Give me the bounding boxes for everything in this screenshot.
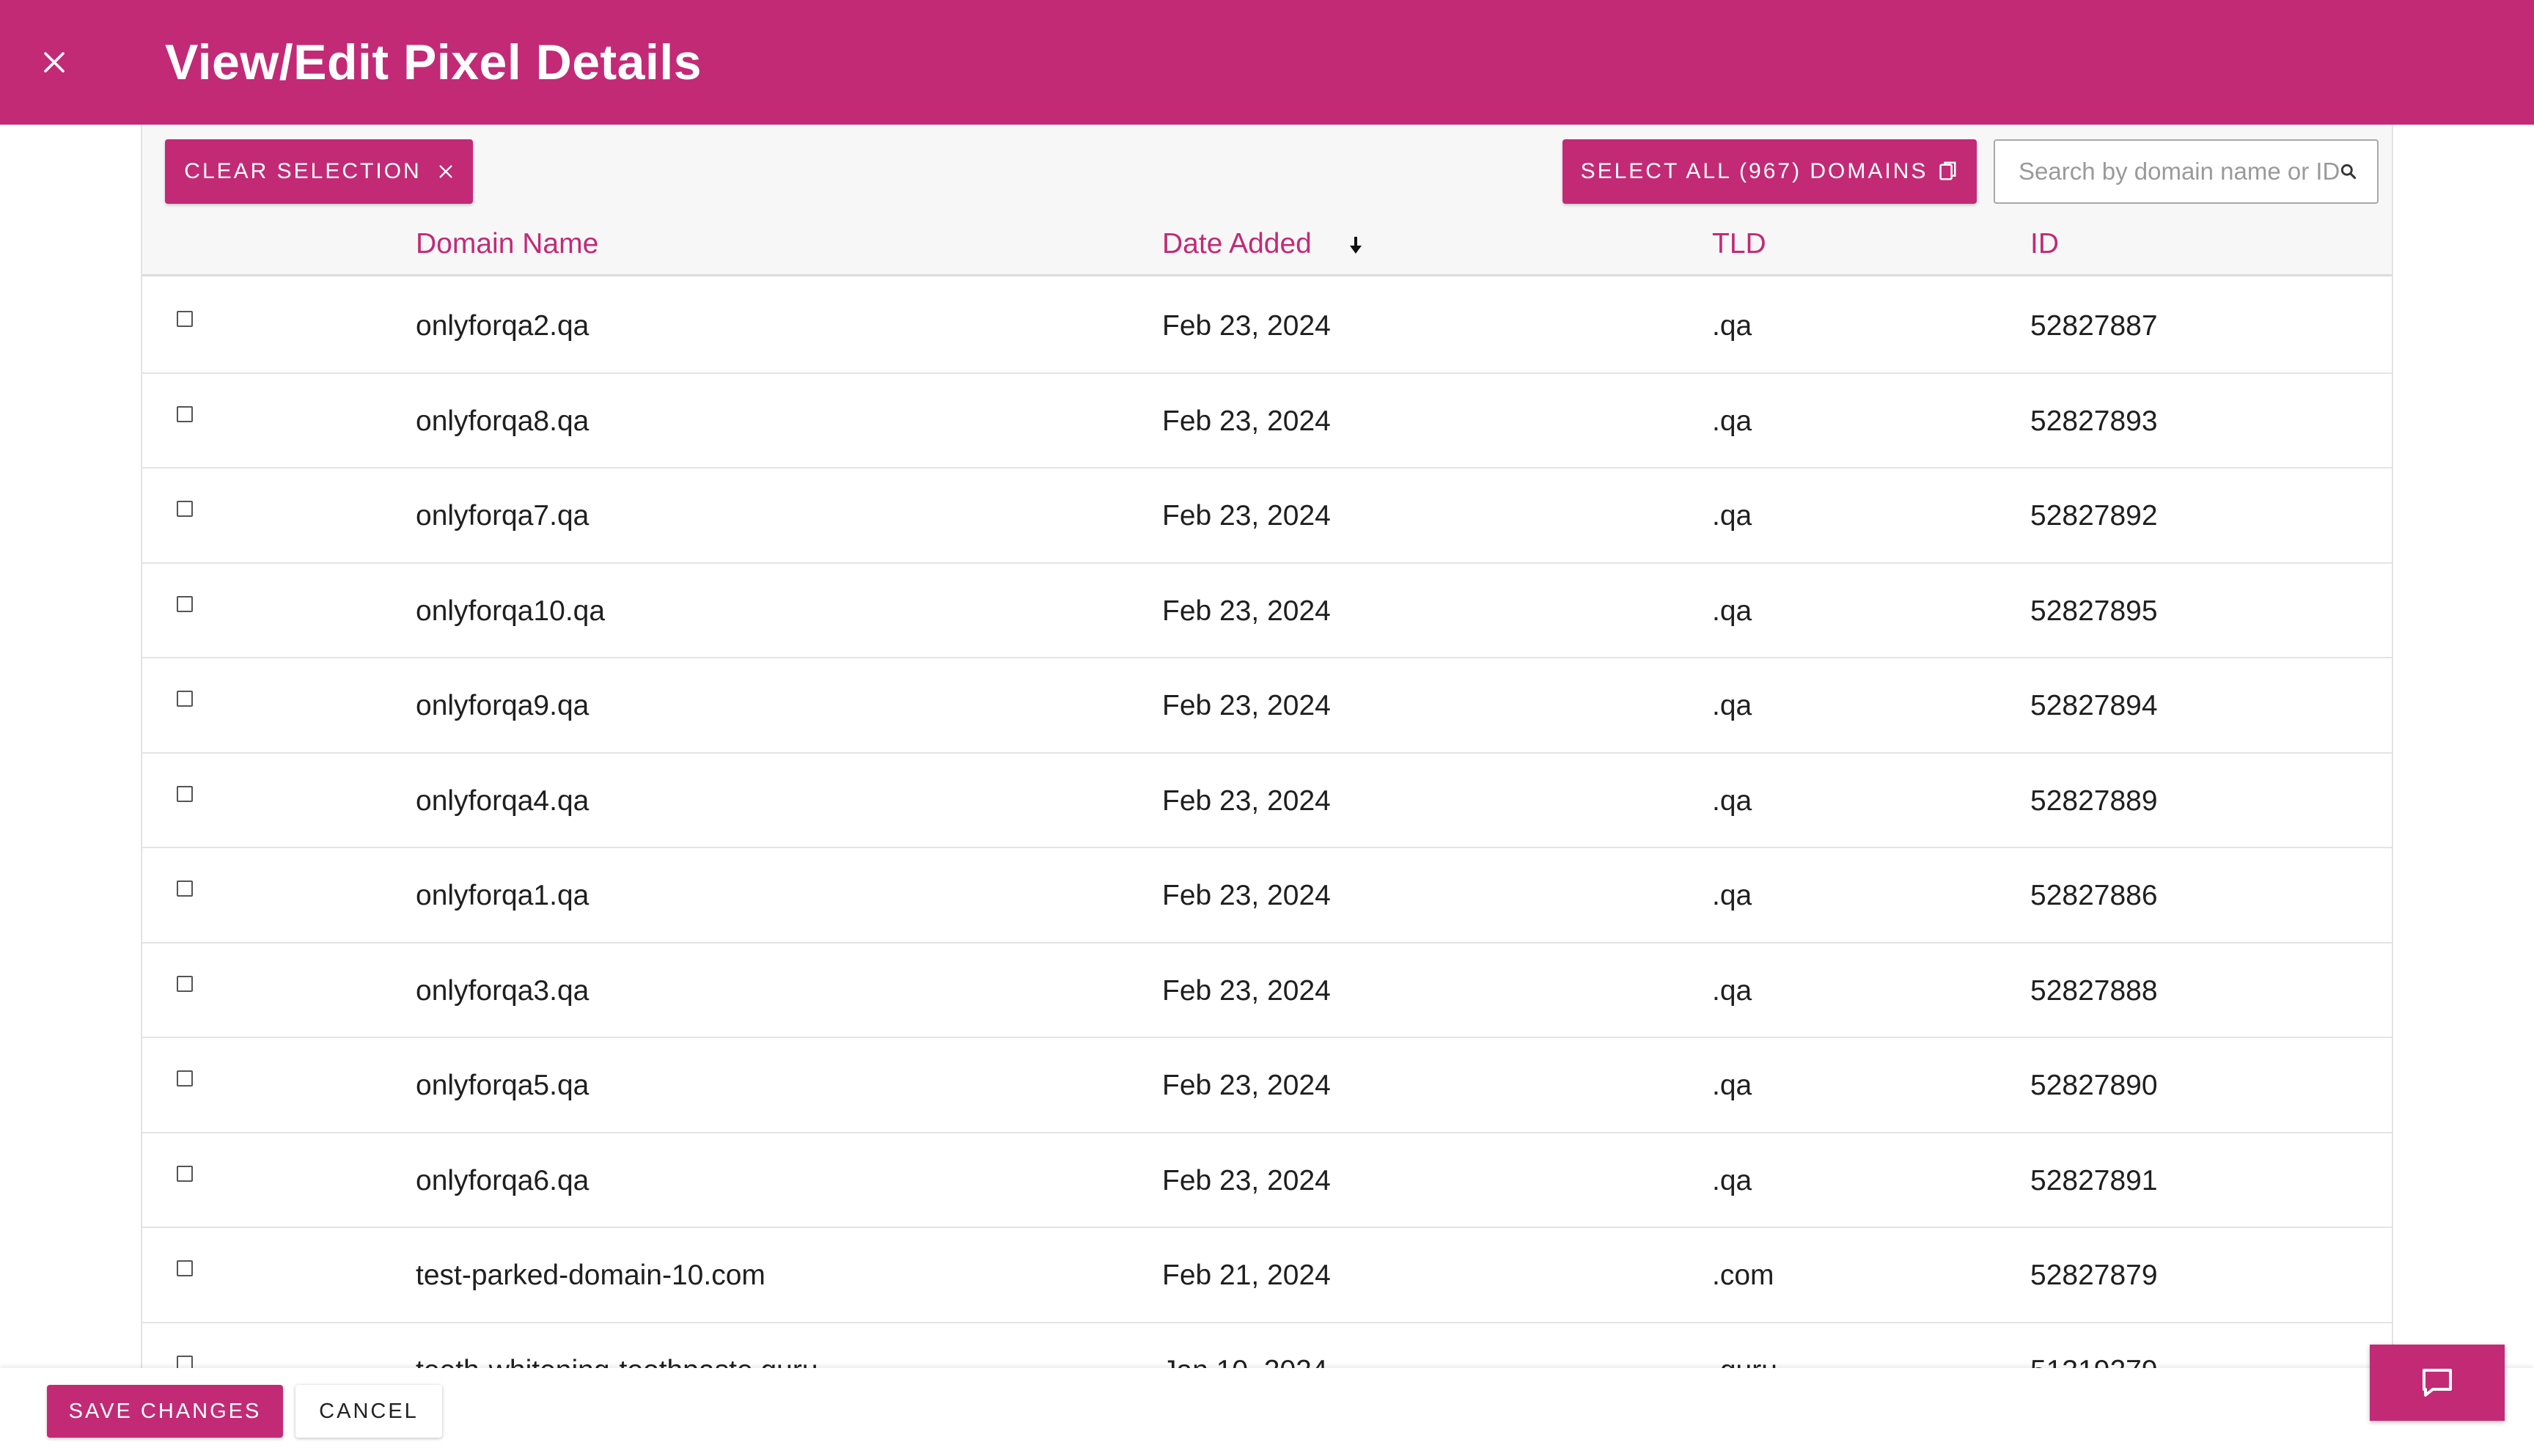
id-cell: 52827890	[2030, 1070, 2158, 1101]
domain-name-cell: teeth-whitening-toothpaste.guru	[416, 1351, 818, 1369]
save-changes-button[interactable]: SAVE CHANGES	[47, 1385, 283, 1438]
date-added-cell: Feb 23, 2024	[1162, 784, 1331, 817]
id-cell: 52827895	[2030, 595, 2158, 627]
id-cell: 51319279	[2030, 1351, 2158, 1369]
column-header-tld[interactable]: TLD	[1712, 228, 1766, 260]
tld-cell: .qa	[1712, 784, 1752, 817]
domain-name-cell: onlyforqa5.qa	[416, 1070, 590, 1101]
sort-descending-icon[interactable]	[1348, 235, 1364, 256]
chat-icon	[2423, 1369, 2452, 1397]
tld-cell: .qa	[1712, 310, 1752, 342]
tld-cell: .guru	[1712, 1351, 1777, 1369]
row-checkbox[interactable]	[177, 1260, 193, 1276]
id-cell: 52827888	[2030, 974, 2158, 1007]
table-row[interactable]: onlyforqa5.qa Feb 23, 2024 .qa 52827890	[142, 1038, 2392, 1133]
row-checkbox[interactable]	[177, 691, 193, 707]
column-header-domain-name[interactable]: Domain Name	[416, 228, 599, 260]
date-added-cell: Feb 23, 2024	[1162, 690, 1331, 721]
table-row[interactable]: teeth-whitening-toothpaste.guru Jan 10, …	[142, 1323, 2392, 1369]
id-cell: 52827889	[2030, 784, 2158, 817]
tld-cell: .qa	[1712, 974, 1752, 1007]
domain-name-cell: onlyforqa7.qa	[416, 500, 590, 532]
row-checkbox[interactable]	[177, 501, 193, 517]
row-checkbox[interactable]	[177, 1165, 193, 1182]
id-cell: 52827893	[2030, 405, 2158, 437]
search-icon[interactable]	[2339, 162, 2358, 181]
table-row[interactable]: onlyforqa1.qa Feb 23, 2024 .qa 52827886	[142, 848, 2392, 944]
domain-name-cell: test-parked-domain-10.com	[416, 1260, 765, 1291]
tld-cell: .com	[1712, 1260, 1774, 1291]
table-row[interactable]: onlyforqa3.qa Feb 23, 2024 .qa 52827888	[142, 943, 2392, 1038]
date-added-cell: Feb 23, 2024	[1162, 1070, 1331, 1101]
row-checkbox[interactable]	[177, 311, 193, 327]
date-added-cell: Feb 23, 2024	[1162, 310, 1331, 342]
id-cell: 52827892	[2030, 500, 2158, 532]
id-cell: 52827894	[2030, 690, 2158, 721]
select-all-domains-button[interactable]: SELECT ALL (967) DOMAINS	[1562, 139, 1977, 204]
table-row[interactable]: onlyforqa2.qa Feb 23, 2024 .qa 52827887	[142, 279, 2392, 374]
search-input[interactable]	[2019, 158, 2339, 185]
id-cell: 52827887	[2030, 310, 2158, 342]
date-added-cell: Feb 23, 2024	[1162, 974, 1331, 1007]
tld-cell: .qa	[1712, 1164, 1752, 1196]
row-checkbox[interactable]	[177, 975, 193, 992]
dialog-footer: SAVE CHANGES CANCEL	[0, 1368, 2534, 1456]
close-button[interactable]	[32, 40, 76, 84]
column-header-date-added-label: Date Added	[1162, 228, 1312, 260]
tld-cell: .qa	[1712, 1070, 1752, 1101]
row-checkbox[interactable]	[177, 405, 193, 422]
page-title: View/Edit Pixel Details	[165, 34, 702, 90]
domains-panel: CLEAR SELECTION SELECT ALL (967) DOMAINS…	[141, 125, 2393, 1368]
cancel-button[interactable]: CANCEL	[295, 1385, 442, 1438]
domain-name-cell: onlyforqa8.qa	[416, 405, 590, 437]
date-added-cell: Feb 23, 2024	[1162, 595, 1331, 627]
select-all-label: SELECT ALL (967) DOMAINS	[1580, 159, 1928, 183]
domain-name-cell: onlyforqa1.qa	[416, 880, 590, 911]
row-checkbox[interactable]	[177, 1355, 193, 1368]
domain-name-cell: onlyforqa4.qa	[416, 784, 590, 817]
date-added-cell: Feb 21, 2024	[1162, 1260, 1331, 1291]
date-added-cell: Jan 10, 2024	[1162, 1351, 1328, 1369]
close-icon	[439, 165, 452, 178]
table-row[interactable]: onlyforqa8.qa Feb 23, 2024 .qa 52827893	[142, 373, 2392, 468]
id-cell: 52827891	[2030, 1164, 2158, 1196]
dialog-header: View/Edit Pixel Details	[0, 0, 2534, 125]
column-header-id[interactable]: ID	[2030, 228, 2059, 260]
domain-name-cell: onlyforqa2.qa	[416, 310, 590, 342]
table-row[interactable]: onlyforqa10.qa Feb 23, 2024 .qa 52827895	[142, 563, 2392, 658]
row-checkbox[interactable]	[177, 1070, 193, 1087]
tld-cell: .qa	[1712, 880, 1752, 911]
domains-table-body: onlyforqa2.qa Feb 23, 2024 .qa 52827887 …	[142, 279, 2392, 1369]
domain-name-cell: onlyforqa10.qa	[416, 595, 606, 627]
table-row[interactable]: onlyforqa6.qa Feb 23, 2024 .qa 52827891	[142, 1133, 2392, 1228]
chat-button[interactable]	[2370, 1345, 2505, 1421]
tld-cell: .qa	[1712, 500, 1752, 532]
table-row[interactable]: onlyforqa7.qa Feb 23, 2024 .qa 52827892	[142, 468, 2392, 564]
date-added-cell: Feb 23, 2024	[1162, 405, 1331, 437]
table-toolbar: CLEAR SELECTION SELECT ALL (967) DOMAINS…	[142, 125, 2392, 276]
date-added-cell: Feb 23, 2024	[1162, 880, 1331, 911]
close-icon	[44, 52, 65, 73]
search-field[interactable]	[1994, 139, 2379, 204]
row-checkbox[interactable]	[177, 595, 193, 612]
domain-name-cell: onlyforqa9.qa	[416, 690, 590, 721]
clear-selection-button[interactable]: CLEAR SELECTION	[165, 139, 473, 204]
tld-cell: .qa	[1712, 595, 1752, 627]
date-added-cell: Feb 23, 2024	[1162, 1164, 1331, 1196]
tld-cell: .qa	[1712, 405, 1752, 437]
tld-cell: .qa	[1712, 690, 1752, 721]
clear-selection-label: CLEAR SELECTION	[184, 159, 422, 183]
id-cell: 52827879	[2030, 1260, 2158, 1291]
row-checkbox[interactable]	[177, 880, 193, 897]
column-header-date-added[interactable]: Date Added	[1162, 222, 1364, 266]
copy-icon	[1939, 161, 1956, 180]
row-checkbox[interactable]	[177, 785, 193, 802]
table-row[interactable]: onlyforqa9.qa Feb 23, 2024 .qa 52827894	[142, 658, 2392, 754]
table-row[interactable]: test-parked-domain-10.com Feb 21, 2024 .…	[142, 1228, 2392, 1323]
id-cell: 52827886	[2030, 880, 2158, 911]
date-added-cell: Feb 23, 2024	[1162, 500, 1331, 532]
table-row[interactable]: onlyforqa4.qa Feb 23, 2024 .qa 52827889	[142, 753, 2392, 848]
domain-name-cell: onlyforqa3.qa	[416, 974, 590, 1007]
domain-name-cell: onlyforqa6.qa	[416, 1164, 590, 1196]
